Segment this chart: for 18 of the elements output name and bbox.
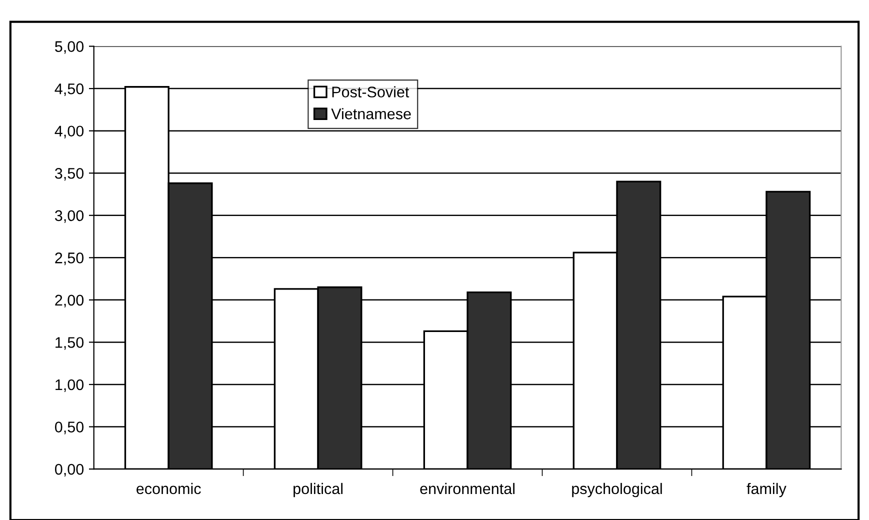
y-tick-label: 0,50 [54,422,84,434]
y-tick-label: 0,00 [54,464,84,477]
x-tick-label: family [746,482,786,498]
y-tick-label: 5,00 [55,41,84,54]
y-tick-label: 1,00 [56,379,84,392]
x-tick-label: political [294,482,343,498]
y-tick-label: 2,00 [55,294,84,308]
x-tick-label: environmental [420,482,514,494]
x-tick-label: psychological [572,482,662,498]
y-tick-label: 2,50 [55,252,84,266]
y-tick-label: 4,00 [54,126,84,138]
legend-label: Vietnamese [331,108,411,120]
legend-label: Post-Soviet [332,86,410,98]
y-tick-label: 1,50 [56,337,84,350]
y-tick-label: 3,00 [54,210,84,223]
x-tick-label: economic [136,482,201,494]
y-tick-label: 3,50 [54,168,84,181]
y-tick-label: 4,50 [54,83,84,96]
